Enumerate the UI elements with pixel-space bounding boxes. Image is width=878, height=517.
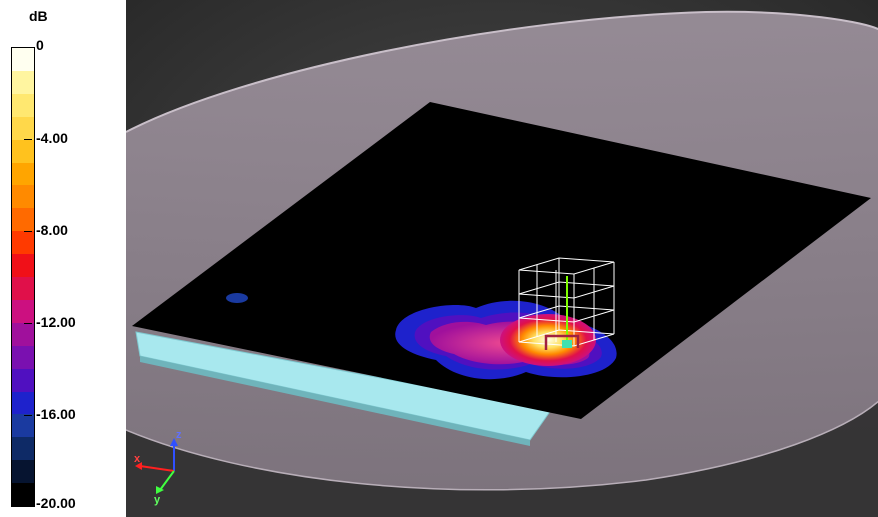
field-hotspot-small [226,293,248,303]
colorbar-segment [12,299,34,324]
axis-label-x: x [134,453,141,465]
colorbar-label-4: -4.00 [36,130,68,146]
scene-canvas[interactable]: z x y [126,0,878,517]
colorbar-segment [12,322,34,347]
feed-point-marker [562,340,572,348]
colorbar-segment [12,483,34,506]
colorbar-label-16: -16.00 [36,406,76,422]
lower-shadow [126,401,878,517]
colorbar-label-0: 0 [36,37,44,53]
colorbar-segment [12,231,34,255]
colorbar-segment [12,368,34,393]
colorbar-segment [12,185,34,210]
colorbar-legend: dB 0 -4.00 -8.00 -12.00 -16.00 -20.00 [0,0,124,517]
colorbar-label-20: -20.00 [36,495,76,511]
colorbar-segment [12,162,34,187]
colorbar-label-12: -12.00 [36,314,76,330]
3d-viewport[interactable]: z x y [124,0,878,517]
field-hotspot-main [500,314,596,366]
field-plane [132,102,871,419]
colorbar-segment [12,116,34,141]
colorbar-label-8: -8.00 [36,222,68,238]
device-wireframe-box [518,257,615,347]
colorbar-unit-label: dB [29,8,48,24]
axis-label-z: z [176,429,182,441]
colorbar-segment [12,139,34,164]
colorbar-tick [24,506,32,507]
axis-triad: z x y [134,429,182,506]
colorbar-segment [12,460,34,484]
colorbar-tick [24,323,32,324]
ground-disc-rim [126,10,878,133]
colorbar-segment [12,414,34,439]
colorbar-segment [12,48,34,72]
colorbar-segment [12,70,34,95]
ground-disc-lower-rim [126,400,878,491]
colorbar-segment [12,277,34,301]
colorbar-segment [12,254,34,278]
colorbar-segment [12,93,34,118]
axis-label-y: y [154,494,161,506]
colorbar-scale [11,47,35,507]
colorbar-segment [12,208,34,233]
colorbar-segment [12,345,34,370]
colorbar-tick [24,47,32,48]
colorbar-tick [24,231,32,232]
device-trace [544,334,580,350]
substrate-slab-edge [140,356,530,446]
colorbar-segment [12,437,34,462]
colorbar-tick [24,415,32,416]
colorbar-segment [12,391,34,416]
colorbar-tick [24,139,32,140]
